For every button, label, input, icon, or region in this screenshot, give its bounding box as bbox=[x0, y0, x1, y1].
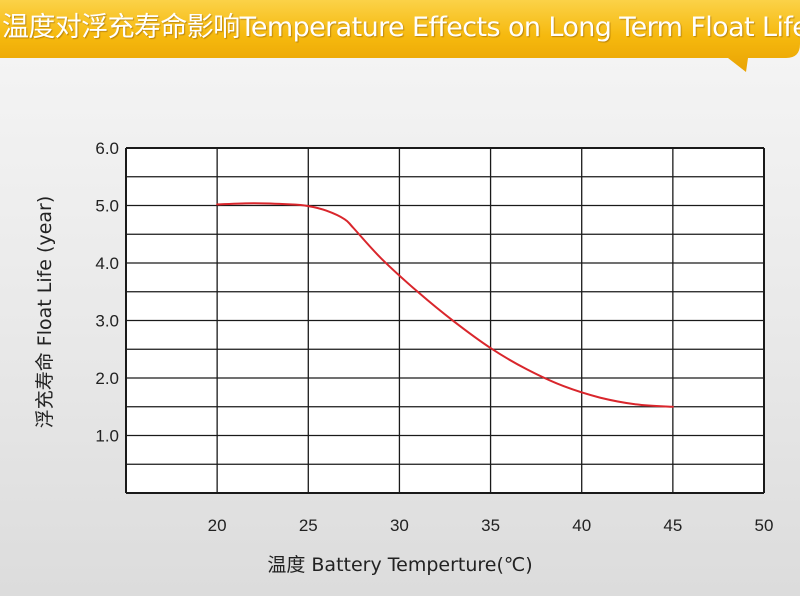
x-tick-label: 25 bbox=[299, 516, 318, 535]
x-tick-labels: 20 25 30 35 40 45 50 bbox=[208, 516, 774, 535]
chart-title: 温度对浮充寿命影响Temperature Effects on Long Ter… bbox=[2, 12, 800, 43]
series-line bbox=[216, 202, 674, 408]
y-tick-label: 5.0 bbox=[95, 197, 119, 216]
y-tick-label: 1.0 bbox=[95, 427, 119, 446]
x-tick-label: 30 bbox=[390, 516, 409, 535]
grid-lines bbox=[125, 147, 765, 494]
x-tick-label: 40 bbox=[572, 516, 591, 535]
x-tick-label: 20 bbox=[208, 516, 227, 535]
x-tick-label: 45 bbox=[663, 516, 682, 535]
x-tick-label: 35 bbox=[481, 516, 500, 535]
x-axis-title: 温度 Battery Temperture(℃) bbox=[267, 554, 532, 576]
y-tick-label: 6.0 bbox=[95, 139, 119, 158]
x-tick-label: 50 bbox=[755, 516, 774, 535]
y-tick-label: 2.0 bbox=[95, 369, 119, 388]
y-axis-title: 浮充寿命 Float Life (year) bbox=[34, 196, 56, 429]
y-tick-labels: 6.0 5.0 4.0 3.0 2.0 1.0 bbox=[95, 139, 119, 446]
title-banner bbox=[0, 0, 800, 72]
y-tick-label: 4.0 bbox=[95, 254, 119, 273]
y-tick-label: 3.0 bbox=[95, 312, 119, 331]
